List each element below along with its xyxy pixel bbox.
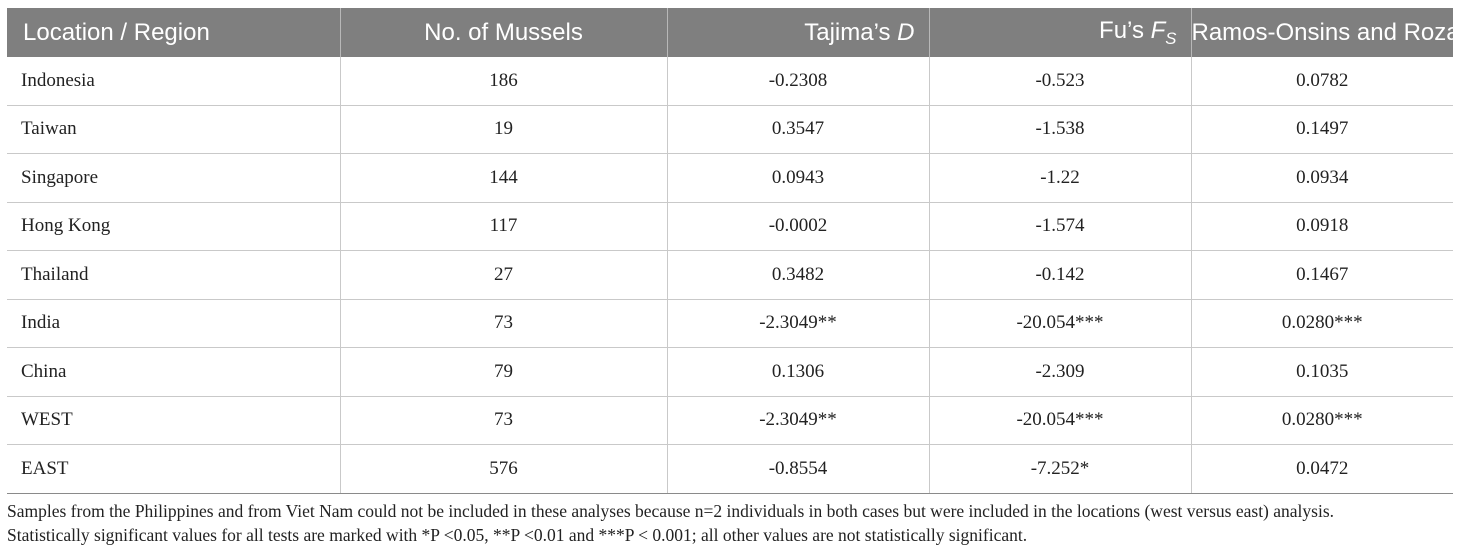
cell-location: Taiwan bbox=[7, 105, 340, 154]
cell-mussels: 19 bbox=[339, 105, 667, 154]
cell-fu: -0.523 bbox=[928, 57, 1191, 106]
cell-tajima: 0.3482 bbox=[666, 250, 929, 300]
cell-location: India bbox=[7, 299, 340, 348]
neutrality-tests-table: Location / Region No. of Mussels Tajima’… bbox=[7, 8, 1460, 494]
cell-tajima: -0.2308 bbox=[666, 57, 929, 106]
results-table-container: Location / Region No. of Mussels Tajima’… bbox=[7, 8, 1460, 494]
table-row: Singapore 144 0.0943 -1.22 0.0934 bbox=[7, 153, 1453, 203]
table-header: Location / Region No. of Mussels Tajima’… bbox=[7, 8, 1460, 57]
table-body: Indonesia 186 -0.2308 -0.523 0.0782 Taiw… bbox=[7, 57, 1453, 494]
cell-ramos: 0.1467 bbox=[1190, 250, 1453, 300]
header-fu-symbol: F bbox=[1150, 16, 1166, 44]
cell-tajima: 0.3547 bbox=[666, 105, 929, 154]
cell-location: EAST bbox=[7, 444, 340, 494]
cell-mussels: 117 bbox=[339, 202, 667, 251]
cell-fu: -20.054*** bbox=[928, 396, 1191, 445]
cell-mussels: 73 bbox=[339, 299, 667, 348]
cell-tajima: -0.8554 bbox=[666, 444, 929, 494]
cell-fu: -2.309 bbox=[928, 347, 1191, 397]
cell-mussels: 27 bbox=[339, 250, 667, 300]
cell-location: Thailand bbox=[7, 250, 340, 300]
header-fu-subscript: S bbox=[1165, 28, 1177, 48]
table-row: Hong Kong 117 -0.0002 -1.574 0.0918 bbox=[7, 202, 1453, 251]
cell-mussels: 576 bbox=[339, 444, 667, 494]
header-tajima: Tajima’s D bbox=[666, 8, 929, 57]
cell-location: Singapore bbox=[7, 153, 340, 203]
cell-tajima: -2.3049** bbox=[666, 396, 929, 445]
cell-tajima: -2.3049** bbox=[666, 299, 929, 348]
cell-fu: -1.538 bbox=[928, 105, 1191, 154]
header-mussels: No. of Mussels bbox=[339, 8, 667, 57]
cell-ramos: 0.0782 bbox=[1190, 57, 1453, 106]
cell-location: Hong Kong bbox=[7, 202, 340, 251]
header-fu: Fu’s FS bbox=[928, 8, 1191, 57]
cell-mussels: 79 bbox=[339, 347, 667, 397]
table-row: India 73 -2.3049** -20.054*** 0.0280*** bbox=[7, 299, 1453, 348]
header-fu-label: Fu’s bbox=[1099, 16, 1144, 44]
header-location: Location / Region bbox=[7, 8, 340, 57]
cell-ramos: 0.0934 bbox=[1190, 153, 1453, 203]
cell-fu: -1.22 bbox=[928, 153, 1191, 203]
header-tajima-label: Tajima’s bbox=[804, 18, 891, 46]
table-row: Thailand 27 0.3482 -0.142 0.1467 bbox=[7, 250, 1453, 300]
header-row: Location / Region No. of Mussels Tajima’… bbox=[7, 8, 1460, 57]
cell-fu: -7.252* bbox=[928, 444, 1191, 494]
footnote-line-1: Samples from the Philippines and from Vi… bbox=[7, 501, 1335, 521]
header-ramos-label: Ramos-Onsins and Rozas R2 bbox=[1191, 18, 1460, 46]
cell-ramos: 0.0472 bbox=[1190, 444, 1453, 494]
cell-fu: -20.054*** bbox=[928, 299, 1191, 348]
cell-ramos: 0.0918 bbox=[1190, 202, 1453, 251]
cell-fu: -1.574 bbox=[928, 202, 1191, 251]
table-footnote: Samples from the Philippines and from Vi… bbox=[7, 499, 1457, 547]
footnote-line-2: Statistically significant values for all… bbox=[7, 525, 1028, 545]
cell-ramos: 0.0280*** bbox=[1190, 396, 1453, 445]
cell-location: Indonesia bbox=[7, 57, 340, 106]
table-row: Taiwan 19 0.3547 -1.538 0.1497 bbox=[7, 105, 1453, 154]
cell-ramos: 0.1497 bbox=[1190, 105, 1453, 154]
cell-location: WEST bbox=[7, 396, 340, 445]
cell-ramos: 0.1035 bbox=[1190, 347, 1453, 397]
cell-tajima: 0.0943 bbox=[666, 153, 929, 203]
cell-ramos: 0.0280*** bbox=[1190, 299, 1453, 348]
cell-mussels: 186 bbox=[339, 57, 667, 106]
cell-tajima: 0.1306 bbox=[666, 347, 929, 397]
table-row: Indonesia 186 -0.2308 -0.523 0.0782 bbox=[7, 57, 1453, 106]
cell-mussels: 73 bbox=[339, 396, 667, 445]
cell-mussels: 144 bbox=[339, 153, 667, 203]
cell-fu: -0.142 bbox=[928, 250, 1191, 300]
header-location-label: Location / Region bbox=[23, 18, 210, 46]
table-row: WEST 73 -2.3049** -20.054*** 0.0280*** bbox=[7, 396, 1453, 445]
header-ramos: Ramos-Onsins and Rozas R2 bbox=[1190, 8, 1460, 57]
cell-tajima: -0.0002 bbox=[666, 202, 929, 251]
header-mussels-label: No. of Mussels bbox=[424, 18, 583, 46]
table-row: China 79 0.1306 -2.309 0.1035 bbox=[7, 347, 1453, 397]
header-tajima-symbol: D bbox=[897, 18, 915, 46]
table-row: EAST 576 -0.8554 -7.252* 0.0472 bbox=[7, 444, 1453, 494]
cell-location: China bbox=[7, 347, 340, 397]
